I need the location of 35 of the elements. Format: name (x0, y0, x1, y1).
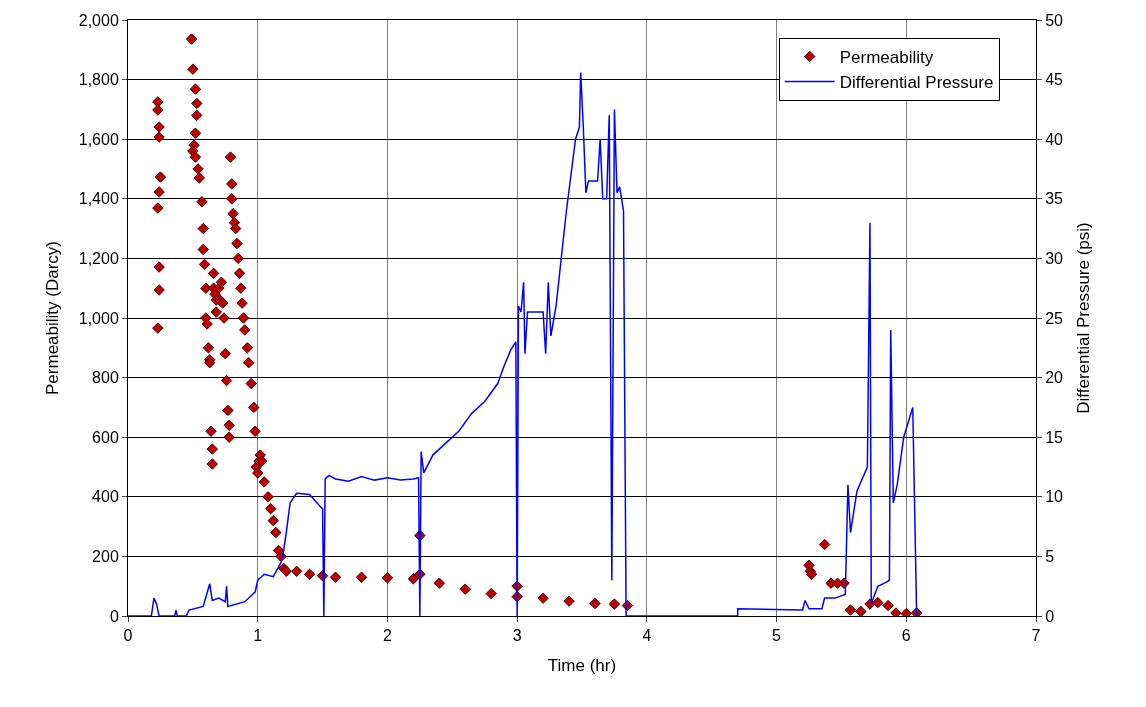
y2-tick-label: 10 (1045, 488, 1064, 506)
x-tick-label: 1 (253, 627, 263, 645)
y2-tick-label: 20 (1045, 369, 1064, 387)
x-tick-label: 3 (512, 627, 522, 645)
y2-tick-label: 5 (1045, 548, 1055, 565)
y-tick-label: 1,200 (78, 250, 119, 267)
y2-tick-label: 30 (1045, 250, 1064, 267)
x-tick-label: 6 (901, 627, 911, 645)
y2-tick-label: 25 (1045, 309, 1064, 327)
y-tick-label: 600 (92, 428, 119, 446)
x-tick-label: 5 (772, 627, 782, 645)
x-tick-label: 2 (382, 627, 392, 645)
y-tick-label: 0 (109, 607, 119, 625)
y2-tick-label: 40 (1045, 130, 1064, 148)
y2-tick-label: 35 (1045, 190, 1064, 208)
y-tick-label: 800 (92, 369, 119, 387)
legend-label: Differential Pressure (839, 73, 994, 93)
y2-tick-label: 45 (1045, 71, 1064, 89)
y-tick-label: 1,600 (78, 130, 119, 148)
y-tick-label: 1,800 (78, 71, 119, 89)
y-tick-label: 400 (92, 488, 119, 506)
y-tick-label: 1,400 (78, 190, 119, 208)
x-tick-label: 0 (123, 627, 133, 645)
y2-axis-title: Differential Pressure (psi) (1074, 222, 1094, 414)
y-axis-title: Permeability (Darcy) (43, 241, 63, 395)
y-tick-label: 1,000 (78, 309, 119, 327)
x-tick-label: 4 (642, 627, 652, 645)
y2-tick-label: 50 (1045, 11, 1064, 29)
legend-label: Permeability (839, 48, 934, 68)
y2-tick-label: 15 (1045, 428, 1064, 446)
x-axis-title: Time (hr) (547, 655, 617, 675)
y2-tick-label: 0 (1045, 607, 1055, 625)
x-tick-label: 7 (1031, 627, 1041, 645)
y-tick-label: 200 (92, 548, 119, 565)
y-tick-label: 2,000 (78, 11, 119, 29)
